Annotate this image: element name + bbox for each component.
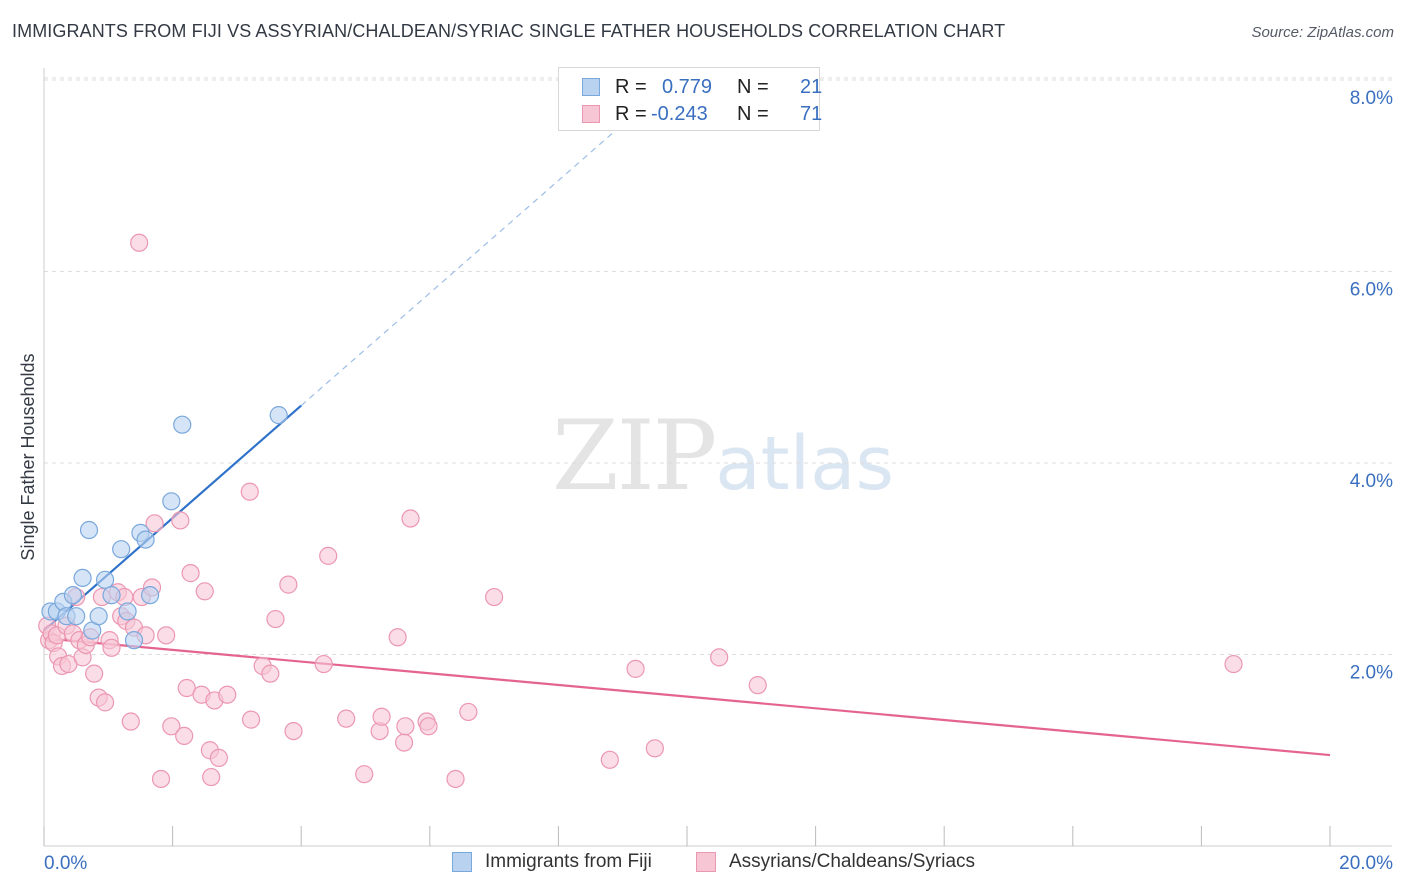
axis-labels: 2.0% 4.0% 6.0% 8.0% 0.0% 20.0% Single Father H… bbox=[18, 88, 1393, 874]
x-tick-label: 0.0% bbox=[44, 853, 87, 874]
watermark-zip: ZIP bbox=[552, 400, 717, 512]
point-fiji bbox=[140, 586, 160, 605]
point-assyrian bbox=[261, 664, 280, 683]
legend-swatch-assyrian bbox=[696, 852, 716, 872]
point-assyrian bbox=[195, 582, 214, 601]
legend-r-value: -0.243 bbox=[651, 102, 708, 125]
point-fiji bbox=[136, 530, 155, 549]
point-fiji bbox=[67, 607, 86, 626]
point-assyrian bbox=[626, 659, 645, 678]
watermark-atlas: atlas bbox=[715, 421, 895, 507]
point-assyrian bbox=[314, 654, 333, 674]
correlation-legend: R = 0.779 N = 21 R = -0.243 N = 71 bbox=[558, 67, 823, 131]
y-tick-label: 2.0% bbox=[1350, 663, 1393, 684]
point-assyrian bbox=[157, 626, 176, 645]
trendline-assyrian bbox=[43, 637, 1331, 757]
point-assyrian bbox=[121, 712, 140, 731]
legend-n-label: N = bbox=[737, 75, 769, 98]
point-fiji bbox=[95, 570, 115, 589]
point-assyrian bbox=[485, 587, 504, 607]
legend-swatch-assyrian bbox=[582, 105, 600, 123]
point-assyrian bbox=[710, 648, 729, 667]
point-fiji bbox=[162, 492, 181, 511]
point-assyrian bbox=[151, 769, 171, 789]
legend-r-label: R = bbox=[615, 75, 647, 98]
point-assyrian bbox=[459, 702, 478, 722]
y-tick-label: 8.0% bbox=[1350, 88, 1393, 109]
point-assyrian bbox=[419, 717, 438, 736]
point-assyrian bbox=[355, 765, 374, 784]
point-assyrian bbox=[394, 733, 414, 752]
point-fiji bbox=[112, 540, 131, 559]
point-assyrian bbox=[266, 609, 285, 629]
point-fiji bbox=[269, 406, 288, 425]
legend-swatch-fiji bbox=[582, 78, 600, 96]
point-assyrian bbox=[279, 575, 298, 594]
point-assyrian bbox=[240, 482, 259, 501]
point-fiji bbox=[73, 568, 92, 588]
point-fiji bbox=[79, 520, 99, 540]
legend-item-fiji: Immigrants from Fiji bbox=[452, 851, 652, 873]
point-assyrian bbox=[372, 707, 391, 726]
point-assyrian bbox=[446, 769, 465, 789]
point-assyrian bbox=[202, 767, 221, 787]
grid-lines bbox=[44, 77, 1392, 655]
series-legend: Immigrants from Fiji Assyrians/Chaldeans… bbox=[0, 851, 1406, 877]
x-tick-label: 20.0% bbox=[1339, 853, 1393, 874]
legend-r-label: R = bbox=[615, 102, 647, 125]
legend-n-value: 71 bbox=[800, 102, 823, 125]
legend-label-assyrian: Assyrians/Chaldeans/Syriacs bbox=[729, 851, 976, 872]
point-assyrian bbox=[218, 685, 237, 704]
point-assyrian bbox=[175, 726, 194, 745]
point-assyrian bbox=[209, 748, 228, 768]
point-assyrian bbox=[396, 717, 415, 736]
legend-n-value: 21 bbox=[800, 75, 823, 98]
legend-r-value: 0.779 bbox=[662, 75, 713, 98]
legend-n-label: N = bbox=[737, 102, 769, 125]
point-assyrian bbox=[401, 509, 420, 528]
point-assyrian bbox=[95, 693, 115, 712]
point-fiji bbox=[118, 602, 137, 621]
legend-label-fiji: Immigrants from Fiji bbox=[485, 851, 652, 872]
point-assyrian bbox=[177, 678, 196, 698]
trendline-fiji-extension bbox=[300, 112, 636, 407]
point-assyrian bbox=[171, 511, 190, 530]
point-assyrian bbox=[1224, 654, 1243, 674]
y-axis-title: Single Father Households bbox=[18, 353, 38, 560]
point-assyrian bbox=[130, 233, 149, 252]
y-tick-label: 4.0% bbox=[1350, 471, 1393, 492]
point-fiji bbox=[63, 586, 83, 605]
point-assyrian bbox=[85, 664, 104, 683]
point-assyrian bbox=[181, 564, 200, 583]
legend-swatch-fiji bbox=[452, 852, 472, 872]
point-assyrian bbox=[102, 638, 121, 657]
point-assyrian bbox=[145, 514, 164, 533]
point-assyrian bbox=[748, 676, 767, 695]
point-assyrian bbox=[319, 546, 338, 565]
point-fiji bbox=[124, 631, 144, 650]
point-assyrian bbox=[600, 750, 619, 769]
point-assyrian bbox=[337, 709, 356, 728]
watermark-logo: ZIPatlas bbox=[552, 400, 894, 512]
y-tick-label: 6.0% bbox=[1350, 280, 1393, 301]
axes bbox=[43, 68, 1392, 847]
trend-lines bbox=[43, 112, 1331, 757]
point-fiji bbox=[173, 415, 192, 434]
point-fiji bbox=[89, 607, 108, 626]
point-assyrian bbox=[241, 710, 261, 729]
data-points bbox=[38, 233, 1243, 789]
point-assyrian bbox=[645, 739, 664, 758]
legend-item-assyrian: Assyrians/Chaldeans/Syriacs bbox=[696, 851, 975, 873]
chart-title: IMMIGRANTS FROM FIJI VS ASSYRIAN/CHALDEA… bbox=[12, 21, 1006, 41]
point-assyrian bbox=[284, 721, 303, 741]
point-assyrian bbox=[162, 717, 181, 736]
point-fiji bbox=[102, 586, 121, 605]
source-credit: Source: ZipAtlas.com bbox=[1251, 24, 1394, 41]
point-assyrian bbox=[388, 628, 407, 647]
